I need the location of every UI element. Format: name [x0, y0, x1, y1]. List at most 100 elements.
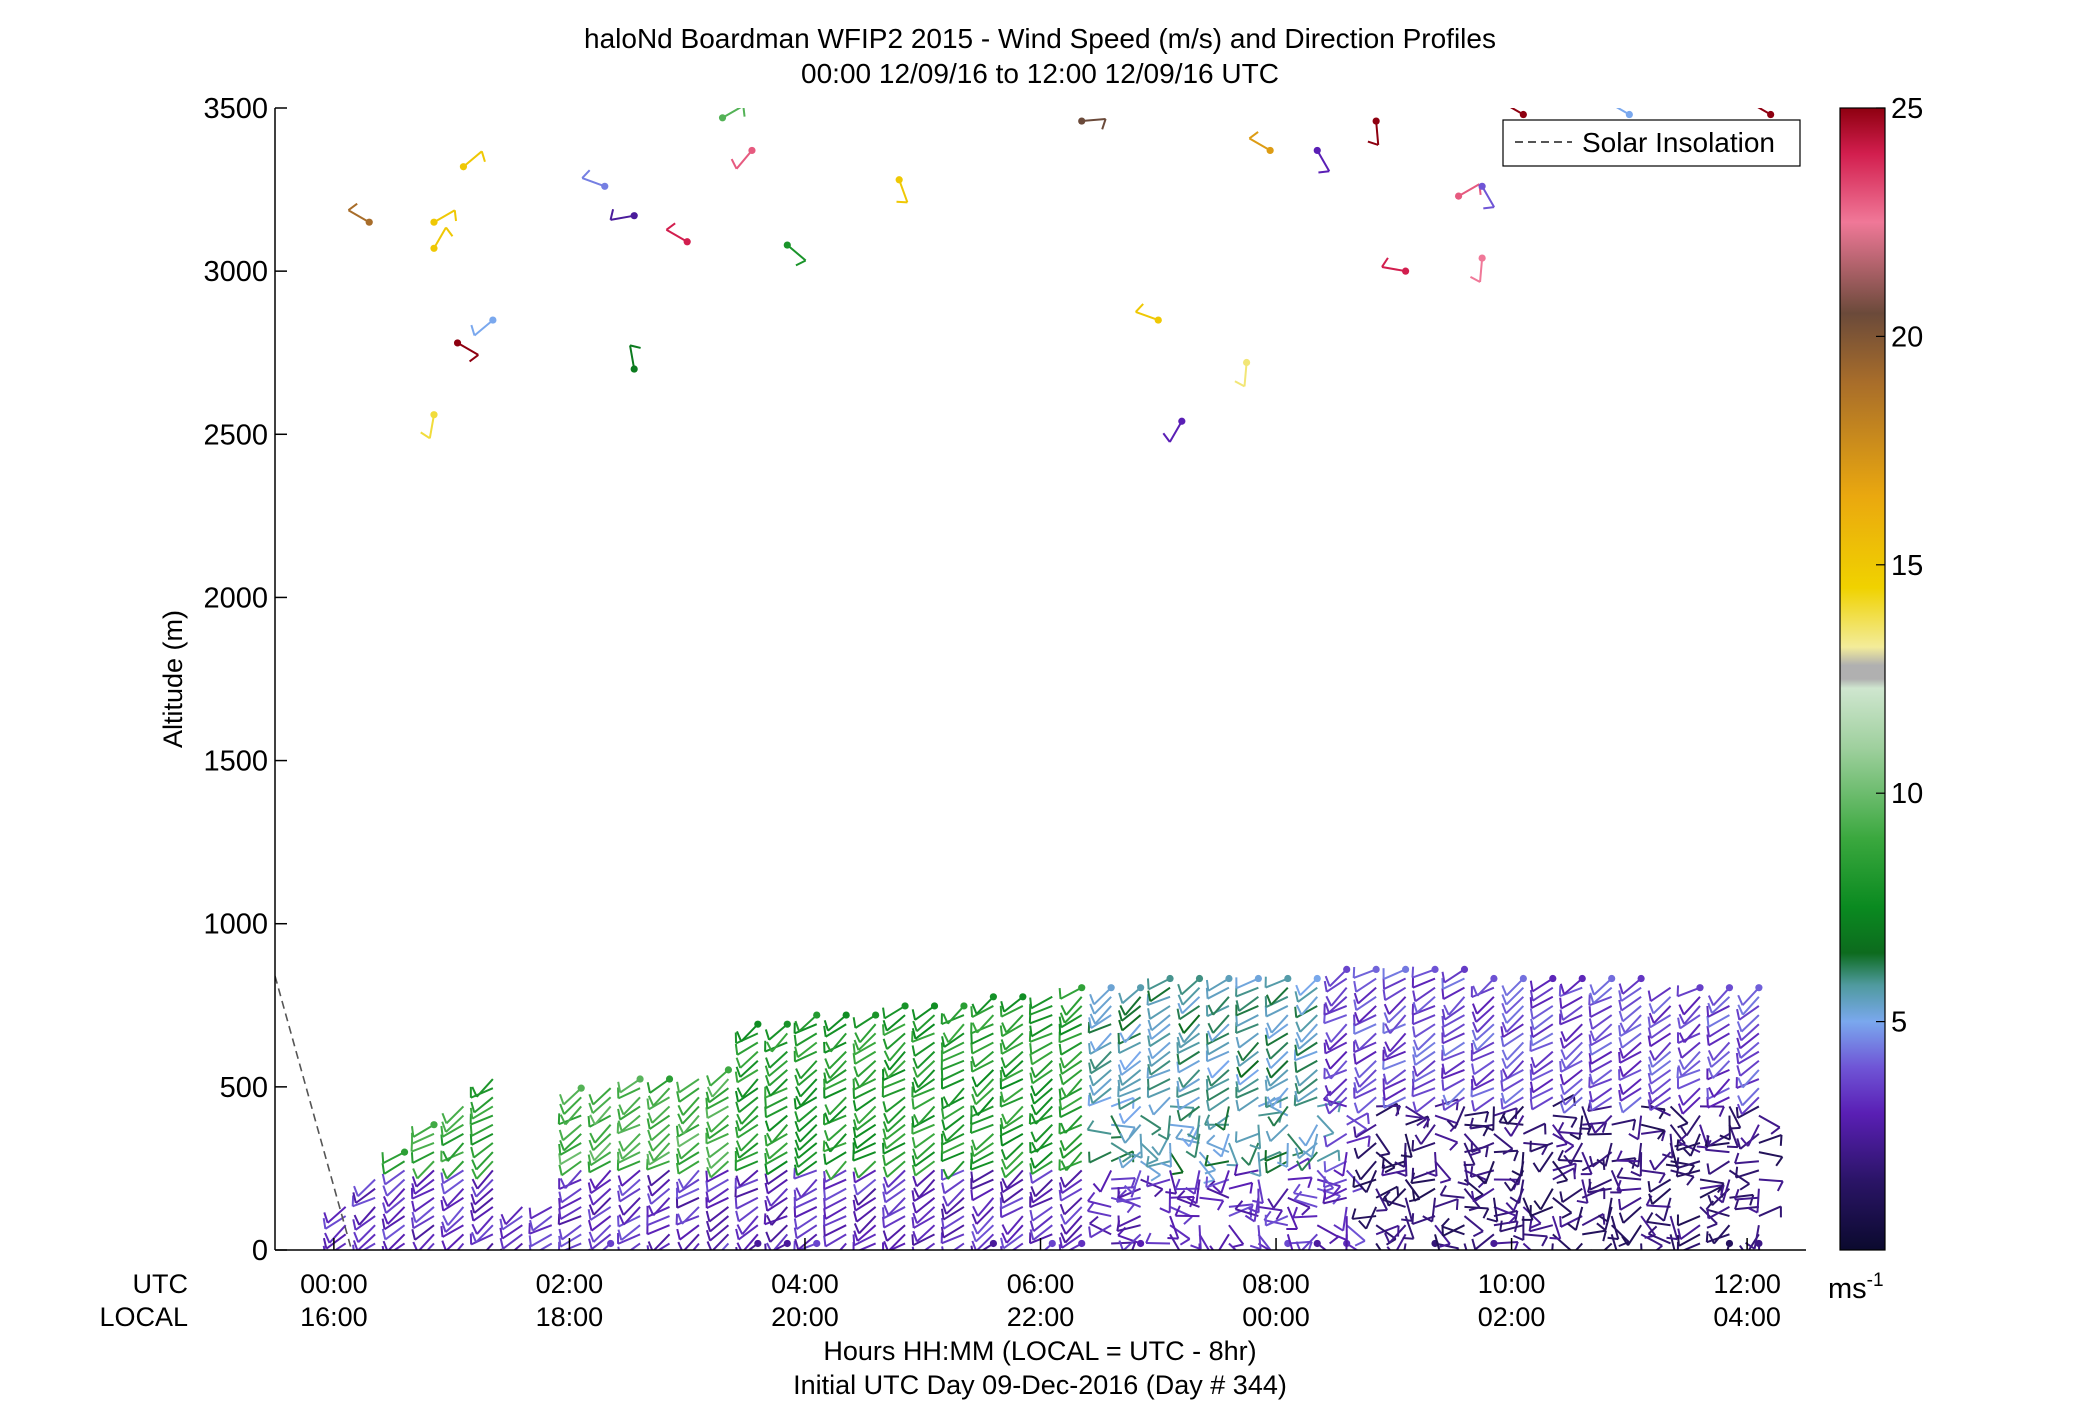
wind-barb [1004, 1050, 1024, 1069]
wind-barb [942, 1132, 965, 1146]
wind-barb-flag [1564, 1144, 1575, 1154]
wind-barb [1147, 995, 1171, 1007]
y-tick-label: 0 [252, 1235, 268, 1267]
x-axis-label: Hours HH:MM (LOCAL = UTC - 8hr) [823, 1336, 1256, 1366]
wind-barb-flag [1530, 1056, 1536, 1068]
wind-barb [1266, 1160, 1289, 1174]
wind-barb [766, 1196, 788, 1212]
wind-barb-flag [1678, 1032, 1686, 1043]
wind-barb-flag [646, 1118, 651, 1130]
wind-barb-flag [1441, 1099, 1446, 1111]
wind-barb [1530, 1206, 1554, 1217]
wind-barb-dot [430, 1121, 438, 1129]
wind-barb-flag [1356, 1128, 1368, 1136]
wind-barb [1090, 1014, 1112, 1029]
wind-barb [972, 1169, 994, 1184]
wind-barb-flag [1500, 1035, 1505, 1047]
wind-barb [1183, 1023, 1201, 1044]
wind-barb [1412, 1215, 1436, 1226]
wind-barb [559, 1206, 582, 1220]
wind-barb-flag [942, 1168, 949, 1180]
wind-barb [1440, 1194, 1465, 1199]
wind-barb [1228, 1242, 1238, 1250]
wind-barb [795, 1096, 818, 1110]
wind-barb [914, 1160, 936, 1177]
wind-barb-flag [1203, 1179, 1215, 1184]
wind-barb [1502, 1078, 1524, 1093]
wind-barb [975, 1087, 995, 1106]
wind-barb-flag [1240, 1156, 1250, 1166]
wind-barb-flag [1176, 1036, 1182, 1048]
wind-barb [886, 1014, 906, 1032]
wind-barb [1207, 1087, 1230, 1102]
wind-barb [560, 1187, 582, 1204]
wind-barb [854, 1014, 877, 1029]
wind-barb-flag [559, 1114, 567, 1125]
wind-barb-flag [852, 1210, 858, 1222]
wind-barb [1499, 1121, 1524, 1126]
wind-barb-flag [881, 1024, 885, 1036]
wind-barb [1117, 1087, 1141, 1098]
wind-barb-flag [353, 1231, 360, 1243]
wind-barb [383, 1160, 406, 1175]
wind-barb [941, 1078, 965, 1090]
wind-barb [1505, 1005, 1525, 1024]
wind-barb [1412, 1005, 1436, 1016]
wind-barb-dot [1755, 984, 1763, 992]
wind-barb [1147, 1068, 1171, 1080]
wind-barb [824, 1078, 847, 1091]
wind-barb [1062, 1142, 1083, 1159]
wind-barb [649, 1114, 671, 1130]
wind-barb-flag [1618, 1083, 1624, 1095]
wind-barb-flag [736, 1242, 743, 1250]
wind-barb [333, 1242, 347, 1250]
wind-barb [1328, 1096, 1348, 1115]
wind-barb [1149, 986, 1171, 1003]
wind-barb [560, 1233, 582, 1248]
wind-barb-flag [824, 1112, 830, 1124]
wind-barb [475, 1151, 494, 1171]
wind-barb-flag [1117, 1098, 1121, 1110]
wind-barb-flag [794, 1120, 800, 1132]
wind-barb [1031, 1050, 1053, 1066]
wind-barb [1621, 1096, 1642, 1114]
wind-barb-flag [1384, 1023, 1391, 1034]
wind-barb-flag [911, 1116, 915, 1128]
wind-barb-flag [1559, 1083, 1565, 1095]
wind-barb-flag [793, 1034, 798, 1046]
wind-barb-flag [1655, 1244, 1663, 1250]
wind-barb-flag [381, 1163, 386, 1175]
wind-barb [1559, 986, 1583, 998]
wind-barb-flag [1718, 1106, 1725, 1117]
wind-barb-flag [1092, 1182, 1102, 1193]
wind-barb-flag [911, 1164, 917, 1176]
wind-barb [387, 1233, 406, 1250]
wind-barb-flag [324, 1232, 331, 1244]
wind-barb-flag [1471, 1029, 1478, 1041]
wind-barb-dot [1343, 965, 1351, 973]
wind-barb [1121, 1005, 1142, 1022]
wind-barb [769, 1224, 788, 1243]
wind-barb [1434, 1198, 1459, 1208]
wind-barb-flag [1596, 1158, 1607, 1167]
wind-barb [1651, 1078, 1672, 1095]
wind-barb-flag [793, 1189, 797, 1201]
wind-barb [945, 1197, 965, 1215]
wind-barb-flag [1645, 1212, 1654, 1223]
wind-barb-flag [1412, 1039, 1419, 1051]
wind-barb-dot [718, 114, 727, 122]
wind-barb-flag [882, 1183, 887, 1195]
wind-barb-flag [471, 1168, 478, 1180]
wind-barb-flag [765, 1057, 771, 1069]
wind-barb-flag [440, 1125, 444, 1137]
wind-barb-flag [441, 1168, 448, 1179]
wind-barb-flag [1234, 380, 1245, 388]
wind-barb [768, 1069, 788, 1087]
wind-barb-flag [1145, 1155, 1150, 1167]
wind-barb-flag [1171, 1255, 1182, 1256]
wind-barb [1622, 1005, 1642, 1023]
wind-barb [1640, 1233, 1663, 1247]
wind-barb-flag [647, 1129, 653, 1141]
wind-barb [738, 1096, 759, 1114]
wind-barb-flag [823, 1020, 829, 1032]
